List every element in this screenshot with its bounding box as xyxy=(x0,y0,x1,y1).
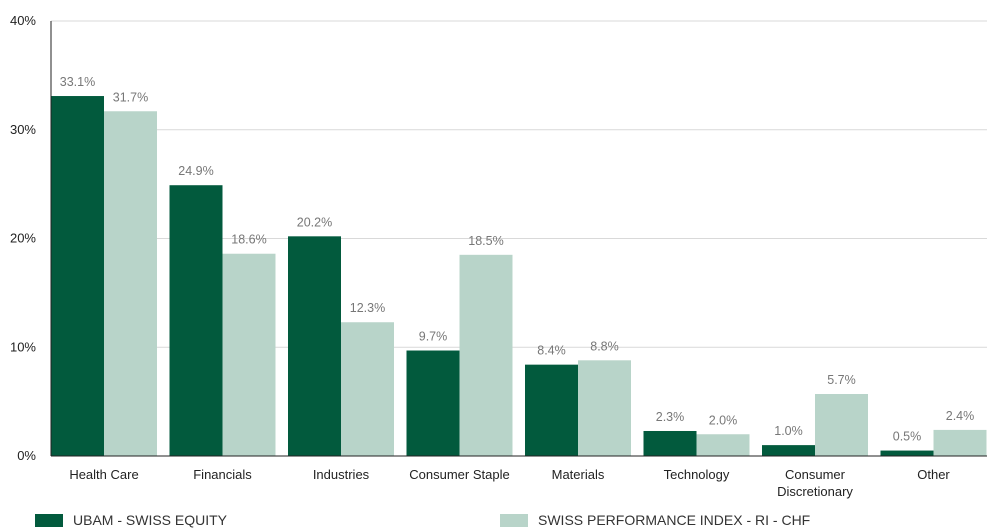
legend-swatch-ubam xyxy=(35,513,63,527)
y-axis-ticks: 0% 10% 20% 30% 40% xyxy=(10,13,36,463)
bar-ubam xyxy=(288,236,341,456)
bar-ubam xyxy=(525,364,578,456)
data-label: 24.9% xyxy=(178,164,213,178)
data-label: 18.5% xyxy=(468,234,503,248)
data-label: 2.0% xyxy=(709,413,738,427)
legend: UBAM - SWISS EQUITY SWISS PERFORMANCE IN… xyxy=(0,512,994,531)
category-label: Consumer xyxy=(785,467,846,482)
bar-ubam xyxy=(51,96,104,456)
y-tick-label: 10% xyxy=(10,339,36,354)
category-label: Materials xyxy=(552,467,605,482)
bar-ubam xyxy=(880,450,934,456)
bar-ubam xyxy=(643,430,697,456)
data-label: 8.4% xyxy=(537,344,566,358)
data-label: 1.0% xyxy=(774,424,803,438)
data-label: 9.7% xyxy=(419,330,448,344)
data-label: 2.4% xyxy=(946,409,975,423)
legend-swatch-spi xyxy=(500,513,528,527)
category-label: Consumer Staple xyxy=(409,467,509,482)
category-label: Technology xyxy=(664,467,730,482)
x-axis-categories: Health Care Financials Industries Consumer … xyxy=(69,467,950,499)
legend-item-ubam: UBAM - SWISS EQUITY xyxy=(35,512,227,528)
data-labels: 33.1% 31.7% 24.9% 18.6% 20.2% 12.3% 9.7% 18.5% 8… xyxy=(60,75,974,444)
data-label: 33.1% xyxy=(60,75,95,89)
category-label: Health Care xyxy=(69,467,138,482)
category-label: Financials xyxy=(193,467,252,482)
legend-label-ubam: UBAM - SWISS EQUITY xyxy=(73,512,228,528)
data-label: 12.3% xyxy=(350,301,385,315)
category-label: Industries xyxy=(313,467,370,482)
bars xyxy=(51,96,987,456)
data-label: 8.8% xyxy=(590,339,619,353)
bar-spi xyxy=(104,111,157,456)
y-tick-label: 0% xyxy=(17,448,36,463)
data-label: 18.6% xyxy=(231,233,266,247)
data-label: 2.3% xyxy=(656,410,685,424)
bar-spi xyxy=(222,253,276,456)
bar-ubam xyxy=(406,350,460,456)
bar-spi xyxy=(341,322,394,456)
y-tick-label: 30% xyxy=(10,122,36,137)
data-label: 20.2% xyxy=(297,215,332,229)
y-tick-label: 40% xyxy=(10,13,36,28)
bar-spi xyxy=(696,434,750,456)
bar-spi xyxy=(815,394,868,456)
legend-label-spi: SWISS PERFORMANCE INDEX - RI - CHF xyxy=(538,512,811,528)
bar-spi xyxy=(933,429,987,456)
category-label: Other xyxy=(917,467,950,482)
legend-item-spi: SWISS PERFORMANCE INDEX - RI - CHF xyxy=(500,512,810,528)
sector-allocation-chart: 0% 10% 20% 30% 40% 33.1% 31.7% 24.9% 18.6% 20.2%… xyxy=(10,13,987,499)
bar-spi xyxy=(578,360,631,456)
y-tick-label: 20% xyxy=(10,231,36,246)
data-label: 0.5% xyxy=(893,430,922,444)
category-label: Discretionary xyxy=(777,484,853,499)
bar-ubam xyxy=(762,445,815,456)
bar-ubam xyxy=(169,185,223,456)
data-label: 31.7% xyxy=(113,90,148,104)
data-label: 5.7% xyxy=(827,373,856,387)
bar-spi xyxy=(459,254,513,456)
